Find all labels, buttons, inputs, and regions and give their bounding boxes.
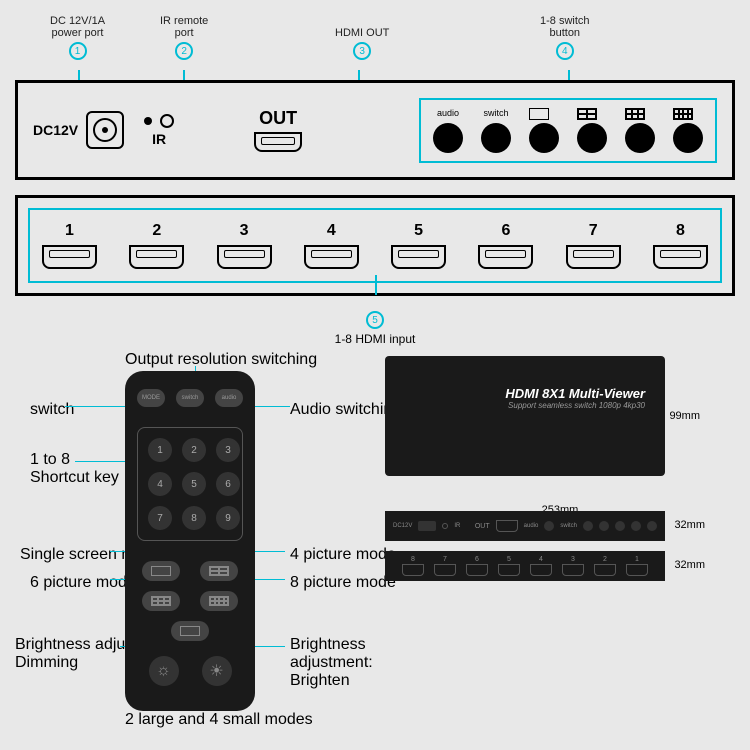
hdmi-input-3: 3 [217,222,272,269]
hdmi-input-8: 8 [653,222,708,269]
hdmi-out-port-icon [254,132,302,152]
remote-mode-btn[interactable]: MODE [137,389,165,407]
top-callouts: DC 12V/1A power port 1 IR remote port 2 … [15,15,735,75]
device-views: HDMI 8X1 Multi-Viewer Support seamless s… [385,356,735,711]
hdmi-input-1: 1 [42,222,97,269]
dc-label: DC12V [33,122,78,138]
front-panel: 1 2 3 4 5 6 7 8 [28,208,722,283]
ir-label: IR [152,131,166,147]
mode4-button[interactable] [673,123,703,153]
remote-body: MODE switch audio 1 2 3 4 5 6 7 8 9 [125,371,255,711]
remote-bright-btn[interactable]: ☀ [202,656,232,686]
remote-diagram: Output resolution switching switch Audio… [15,356,365,711]
callout-ir: IR remote port 2 [160,15,208,60]
strip-hdmi-out-icon [496,520,518,532]
audio-button[interactable] [433,123,463,153]
mode3-button[interactable] [625,123,655,153]
remote-num-6[interactable]: 6 [216,472,240,496]
remote-num-1[interactable]: 1 [148,438,172,462]
hdmi-input-4: 4 [304,222,359,269]
callout-out: HDMI OUT 3 [335,27,389,60]
remote-4pic-mode[interactable] [200,561,238,581]
remote-num-4[interactable]: 4 [148,472,172,496]
remote-single-mode[interactable] [142,561,180,581]
remote-8pic-mode[interactable] [200,591,238,611]
dc-port-icon [86,111,124,149]
strip-dc-icon [418,521,436,531]
device-title: HDMI 8X1 Multi-Viewer [405,386,645,401]
device-subtitle: Support seamless switch 1080p 4kp30 [405,401,645,410]
remote-num-3[interactable]: 3 [216,438,240,462]
mode2-button[interactable] [577,123,607,153]
out-section: OUT [254,108,302,152]
out-label: OUT [259,108,297,129]
callout-switch: 1-8 switch button 4 [540,15,590,60]
remote-6pic-mode[interactable] [142,591,180,611]
remote-num-5[interactable]: 5 [182,472,206,496]
mode1-button[interactable] [529,123,559,153]
remote-num-2[interactable]: 2 [182,438,206,462]
callout-input: 5 1-8 HDMI input [15,311,735,346]
ir-section: IR [144,114,174,147]
ir-led-icon [144,117,152,125]
hdmi-input-7: 7 [566,222,621,269]
ir-receiver-icon [160,114,174,128]
dim-height: 99mm [669,410,700,422]
remote-dim-btn[interactable]: ☼ [149,656,179,686]
device-front-strip: 8 7 6 5 4 3 2 1 32mm [385,551,665,581]
remote-num-7[interactable]: 7 [148,506,172,530]
callout-dc: DC 12V/1A power port 1 [50,15,105,60]
device-back-strip: DC12V IR OUT audio switch 32mm [385,511,665,541]
hdmi-input-5: 5 [391,222,446,269]
back-panel: DC12V IR OUT audio switch [15,80,735,180]
device-top-view: HDMI 8X1 Multi-Viewer Support seamless s… [385,356,665,476]
switch-button[interactable] [481,123,511,153]
remote-num-8[interactable]: 8 [182,506,206,530]
buttons-section: audio switch [419,98,717,163]
remote-numpad: 1 2 3 4 5 6 7 8 9 [137,427,243,541]
remote-2l4s-mode[interactable] [171,621,209,641]
strip-ir-icon [442,523,448,529]
remote-switch-btn[interactable]: switch [176,389,204,407]
hdmi-input-6: 6 [478,222,533,269]
dc-section: DC12V [33,111,124,149]
hdmi-input-2: 2 [129,222,184,269]
remote-num-9[interactable]: 9 [216,506,240,530]
remote-audio-btn[interactable]: audio [215,389,243,407]
